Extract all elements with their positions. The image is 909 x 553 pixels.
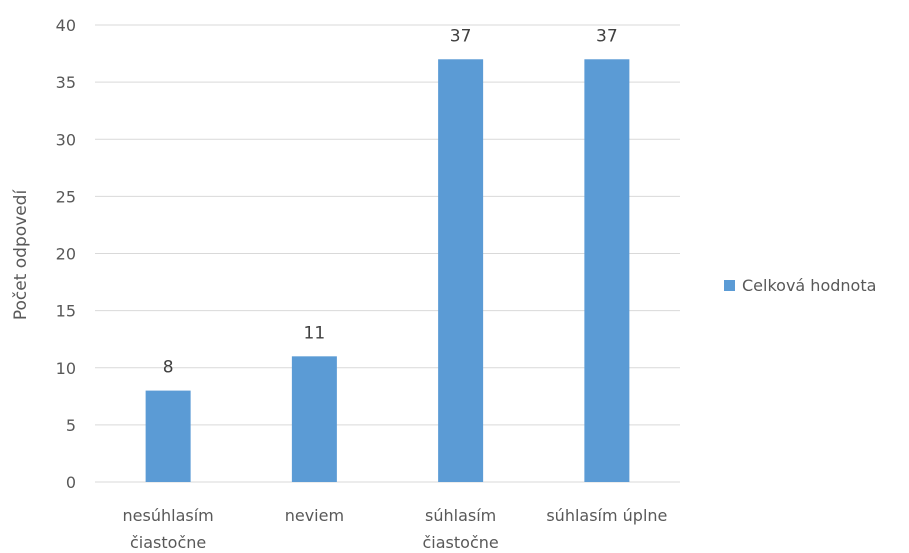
data-labels: 8 11 37 37 <box>163 26 618 377</box>
legend: Celková hodnota <box>724 276 876 295</box>
bar <box>145 390 191 482</box>
x-category-label: neviem <box>285 506 344 525</box>
y-tick-label: 25 <box>56 187 76 206</box>
y-tick-label: 15 <box>56 302 76 321</box>
x-axis-categories: nesúhlasím čiastočne neviem súhlasím čiastoč… <box>123 506 668 552</box>
x-category-label: nesúhlasím čiastočne <box>123 506 214 552</box>
x-category-label: súhlasím úplne <box>546 506 667 525</box>
bars <box>145 59 630 483</box>
y-tick-label: 5 <box>66 416 76 435</box>
y-tick-label: 30 <box>56 130 76 149</box>
data-label: 11 <box>304 323 326 343</box>
y-axis-ticks: 0 5 10 15 20 25 30 35 40 <box>56 16 76 492</box>
data-label: 8 <box>163 358 174 378</box>
legend-label: Celková hodnota <box>742 276 876 295</box>
y-tick-label: 0 <box>66 473 76 492</box>
y-tick-label: 10 <box>56 359 76 378</box>
legend-swatch <box>724 280 735 291</box>
x-category-label: súhlasím čiastočne <box>423 506 499 552</box>
bar <box>291 356 337 482</box>
y-tick-label: 40 <box>56 16 76 35</box>
y-axis-title: Počet odpovedí <box>11 189 31 321</box>
bar <box>584 59 630 483</box>
y-tick-label: 20 <box>56 245 76 264</box>
gridlines <box>95 24 680 483</box>
y-tick-label: 35 <box>56 73 76 92</box>
data-label: 37 <box>450 26 472 46</box>
data-label: 37 <box>596 26 618 46</box>
bar <box>438 59 484 483</box>
